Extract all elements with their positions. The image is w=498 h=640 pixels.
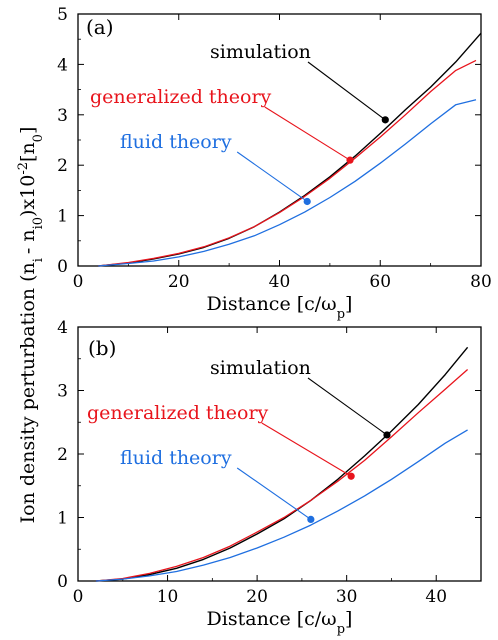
annotation-dot (307, 515, 315, 524)
x-tick-label: 80 (470, 272, 492, 292)
annotation-leader (264, 106, 351, 161)
y-tick-label: 2 (57, 445, 68, 465)
y-tick-label: 3 (57, 106, 68, 126)
x-tick-label: 20 (246, 587, 268, 607)
panel-b: 0 10 20 30 40 0 1 2 3 4 simulation generalized theo… (57, 318, 482, 637)
annotation-label: generalized theory (87, 402, 269, 424)
x-axis-label: Distance [c/ωp] (207, 608, 353, 637)
annotation-dot (346, 156, 354, 164)
panel-label: (a) (86, 15, 114, 39)
annotation-label: simulation (210, 41, 311, 63)
panel-label: (b) (88, 336, 116, 360)
annotation-label: fluid theory (120, 447, 232, 469)
annotation-dot (303, 197, 311, 206)
annotation-dot (347, 472, 355, 480)
annotation-label: simulation (210, 357, 311, 379)
x-tick-label: 40 (425, 587, 447, 607)
annotation-dot (381, 116, 389, 124)
y-tick-label: 0 (57, 572, 68, 592)
annotation-leader (236, 467, 312, 520)
panel-a: 0 20 40 60 80 0 1 2 3 4 5 simulation generalized the… (57, 5, 492, 322)
y-tick-label: 2 (57, 156, 68, 176)
annotation-dot (383, 431, 391, 439)
series-line-fluid-theory (98, 99, 477, 267)
annotation-leader (307, 61, 386, 121)
y-tick-label: 3 (57, 382, 68, 402)
series-line-simulation (95, 346, 469, 582)
x-tick-label: 20 (168, 272, 190, 292)
x-tick-label: 40 (269, 272, 291, 292)
x-axis-label: Distance [c/ωp] (207, 293, 353, 322)
y-tick-label: 4 (57, 55, 68, 75)
y-axis-label: Ion density perturbation (ni- ni0)x10-2[… (16, 127, 46, 524)
annotation-leader (307, 377, 388, 436)
y-tick-label: 5 (57, 5, 68, 25)
annotation-leader (236, 151, 308, 202)
series-line-fluid-theory (95, 429, 468, 582)
y-tick-label: 0 (57, 257, 68, 277)
annotation-label: fluid theory (120, 131, 232, 153)
series-line-generalized-theory (98, 59, 477, 267)
x-tick-label: 30 (336, 587, 358, 607)
annotation-leader (261, 422, 352, 477)
annotation-label: generalized theory (90, 86, 272, 108)
x-tick-label: 60 (369, 272, 391, 292)
y-tick-label: 4 (57, 318, 68, 338)
x-tick-label: 0 (73, 587, 84, 607)
x-tick-label: 0 (73, 272, 84, 292)
y-tick-label: 1 (57, 509, 68, 529)
y-tick-label: 1 (57, 207, 68, 227)
x-tick-label: 10 (157, 587, 179, 607)
series-line-generalized-theory (95, 369, 469, 582)
